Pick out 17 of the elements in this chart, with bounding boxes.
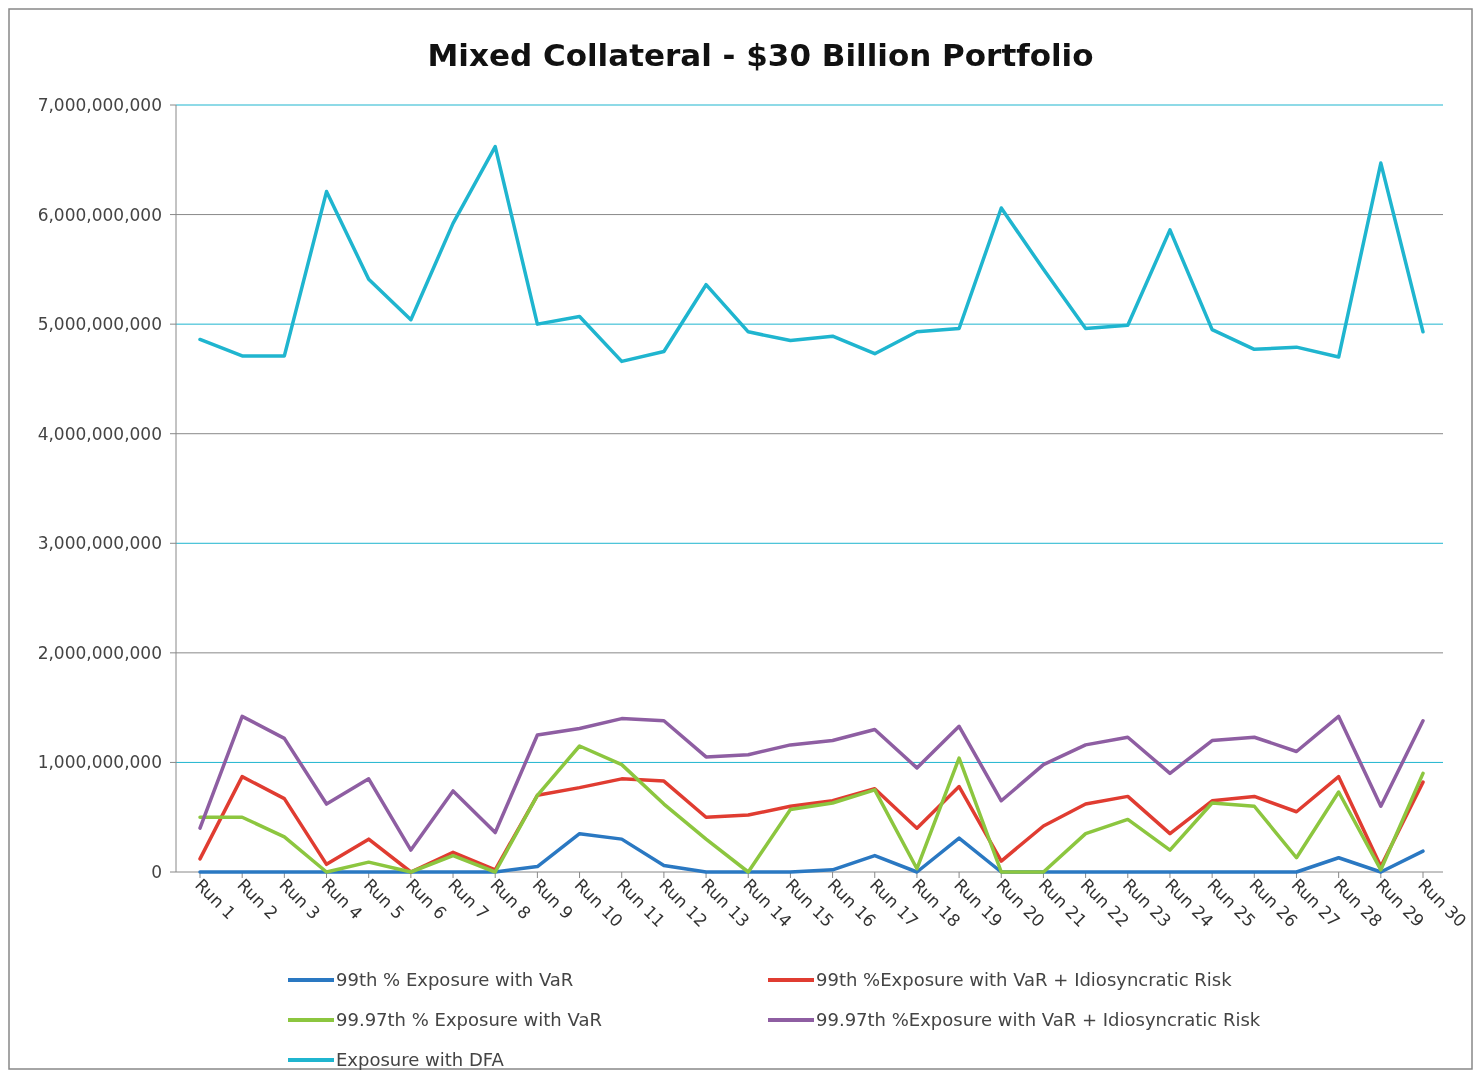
y-tick-label: 3,000,000,000 bbox=[37, 533, 162, 554]
y-tick-label: 0 bbox=[151, 861, 162, 882]
y-tick-label: 6,000,000,000 bbox=[37, 204, 162, 225]
y-tick-label: 1,000,000,000 bbox=[37, 752, 162, 773]
y-tick-label: 5,000,000,000 bbox=[37, 314, 162, 335]
line-series bbox=[198, 831, 1425, 874]
legend-label: 99th %Exposure with VaR + Idiosyncratic Risk bbox=[816, 969, 1233, 991]
y-tick-label: 4,000,000,000 bbox=[37, 423, 162, 444]
legend-label: Exposure with DFA bbox=[336, 1049, 505, 1071]
legend-label: 99.97th %Exposure with VaR + Idiosyncratic Risk bbox=[816, 1009, 1261, 1031]
legend-label: 99th % Exposure with VaR bbox=[336, 969, 574, 991]
y-tick-label: 7,000,000,000 bbox=[37, 94, 162, 115]
line-series bbox=[198, 714, 1425, 852]
y-tick-label: 2,000,000,000 bbox=[37, 642, 162, 663]
chart-title: Mixed Collateral - $30 Billion Portfolio bbox=[427, 37, 1094, 73]
line-series bbox=[198, 744, 1425, 874]
legend-label: 99.97th % Exposure with VaR bbox=[336, 1009, 602, 1031]
